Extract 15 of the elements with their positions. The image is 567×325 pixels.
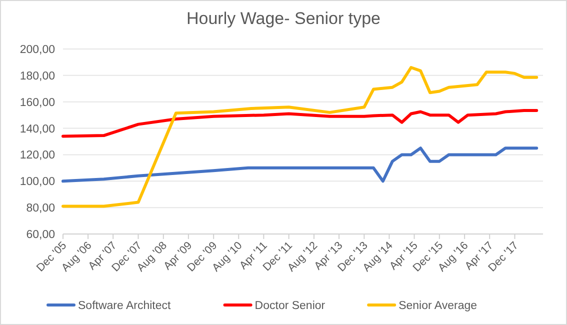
legend-label: Software Architect [78,300,172,312]
y-tick-label: 140,00 [20,123,55,136]
legend-label: Doctor Senior [254,300,326,312]
line-series [62,108,538,138]
legend-label: Senior Average [398,300,478,312]
line-series [62,66,538,208]
chart-title: Hourly Wage- Senior type [186,9,381,28]
y-tick-label: 200,00 [20,44,55,56]
y-tick-label: 180,00 [20,70,55,82]
y-tick-label: 160,00 [20,96,55,109]
y-tick-label: 60,00 [26,229,55,241]
y-tick-label: 80,00 [26,202,55,215]
y-tick-label: 100,00 [20,176,55,188]
line-series [62,146,538,183]
y-tick-label: 120,00 [20,150,55,162]
